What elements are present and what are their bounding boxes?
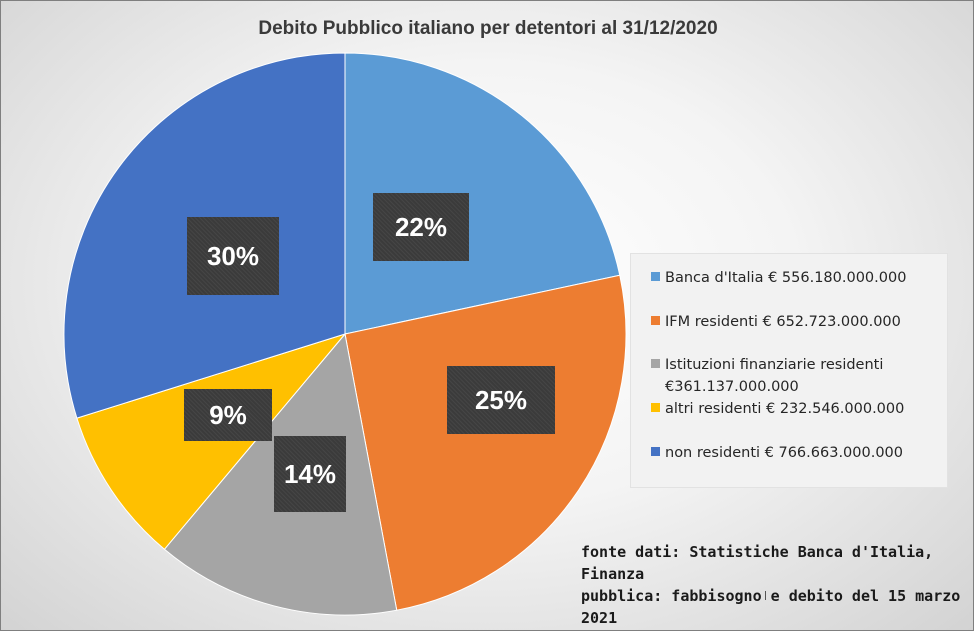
legend-item-banca-italia: Banca d'Italia € 556.180.000.000 xyxy=(651,267,907,289)
legend-item-altri-residenti: altri residenti € 232.546.000.000 xyxy=(651,398,905,420)
legend-swatch xyxy=(651,316,660,325)
legend-label: IFM residenti € 652.723.000.000 xyxy=(665,314,901,330)
source-note-line2: pubblica: fabbisogno e debito del 15 mar… xyxy=(581,587,961,627)
legend-swatch xyxy=(651,447,660,456)
legend-label: non residenti € 766.663.000.000 xyxy=(665,445,904,461)
pie-slice-3 xyxy=(76,333,347,550)
legend-item-istituzioni-finanziarie: Istituzioni finanziarie residenti €361.1… xyxy=(651,354,884,398)
legend-swatch xyxy=(651,359,660,368)
pie-slice-1 xyxy=(344,274,627,611)
cursor-mark xyxy=(765,591,766,600)
legend-label-line2: €361.137.000.000 xyxy=(665,379,799,395)
data-label-altri-residenti: 9% xyxy=(184,389,272,441)
legend-label: Banca d'Italia € 556.180.000.000 xyxy=(665,270,907,286)
legend: Banca d'Italia € 556.180.000.000 IFM res… xyxy=(630,253,948,488)
chart-title: Debito Pubblico italiano per detentori a… xyxy=(258,18,718,39)
legend-label: altri residenti € 232.546.000.000 xyxy=(665,401,905,417)
legend-swatch xyxy=(651,272,660,281)
source-note: fonte dati: Statistiche Banca d'Italia, … xyxy=(581,541,961,629)
source-note-line1: fonte dati: Statistiche Banca d'Italia, … xyxy=(581,543,934,583)
legend-swatch xyxy=(651,403,660,412)
data-label-istituzioni-finanziarie: 14% xyxy=(274,436,346,512)
legend-item-ifm-residenti: IFM residenti € 652.723.000.000 xyxy=(651,311,901,333)
data-label-ifm-residenti: 25% xyxy=(447,366,555,434)
data-label-banca-italia: 22% xyxy=(373,193,469,261)
pie-slice-0 xyxy=(344,52,621,335)
data-label-non-residenti: 30% xyxy=(187,217,279,295)
legend-item-non-residenti: non residenti € 766.663.000.000 xyxy=(651,442,904,464)
legend-label: Istituzioni finanziarie residenti xyxy=(665,357,884,373)
